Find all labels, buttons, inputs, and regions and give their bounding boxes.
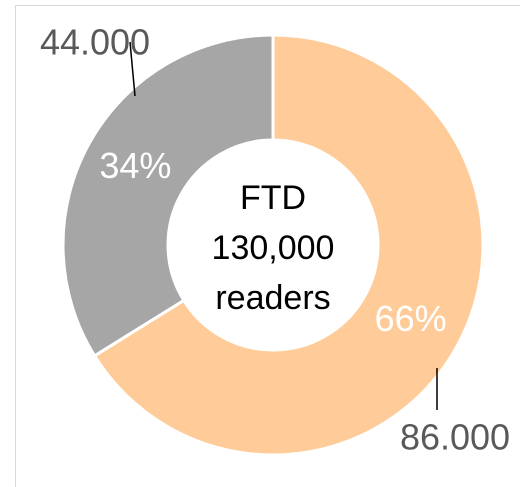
percent-label: 66%: [375, 298, 447, 339]
leader-line: [129, 41, 136, 97]
value-label: 86.000: [400, 417, 510, 458]
center-text: FTD: [240, 179, 306, 217]
center-text: 130,000: [212, 229, 335, 267]
value-label: 44.000: [40, 22, 150, 63]
donut-slice: [92, 33, 485, 457]
donut-slice: [61, 33, 275, 358]
percent-label: 34%: [99, 145, 171, 186]
center-text: readers: [215, 279, 330, 317]
